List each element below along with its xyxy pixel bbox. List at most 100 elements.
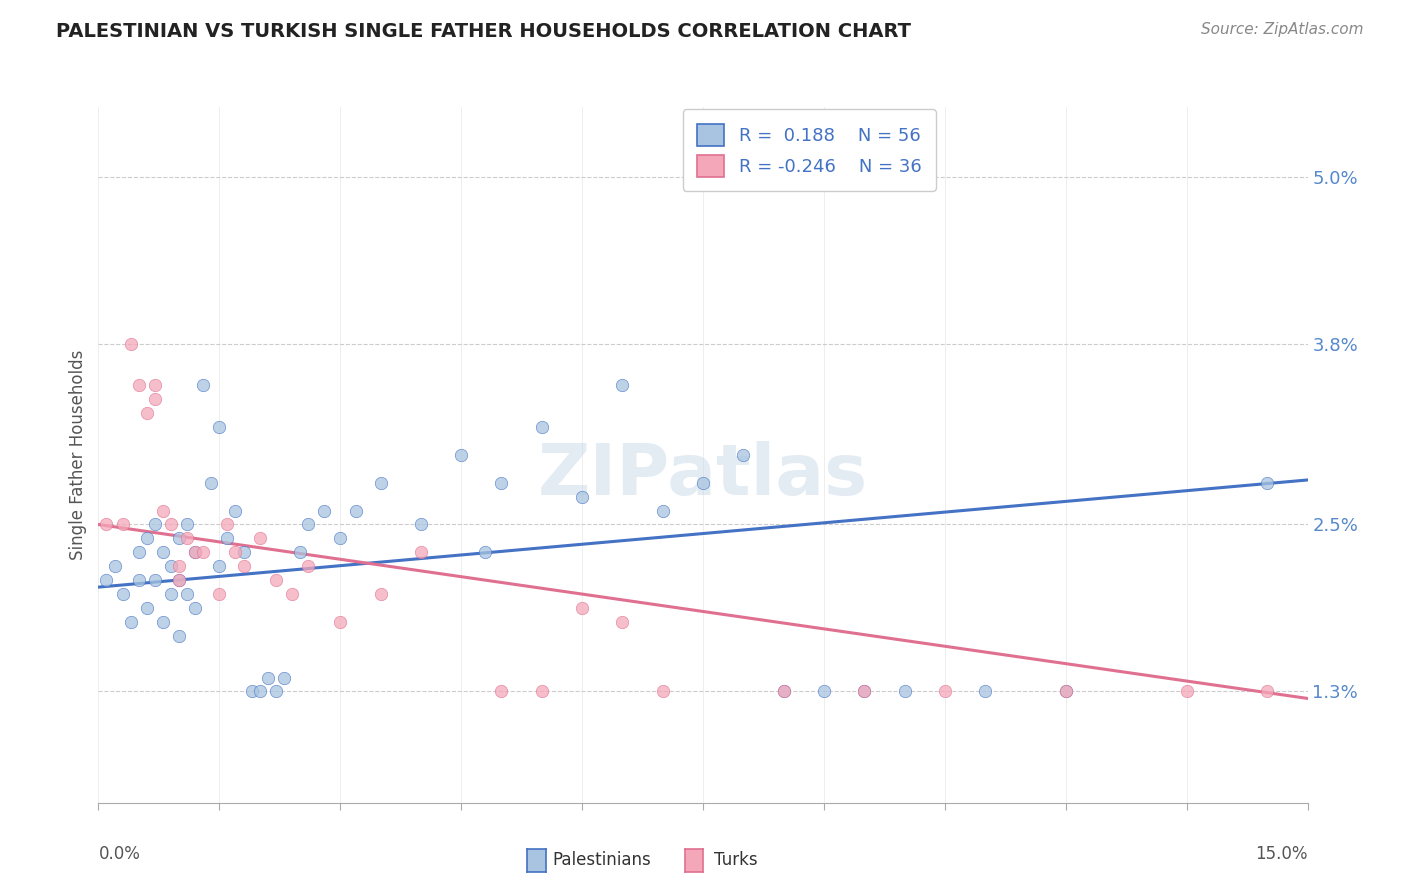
Point — [853, 684, 876, 698]
Text: Source: ZipAtlas.com: Source: ZipAtlas.com — [1201, 22, 1364, 37]
Point — [167, 532, 190, 546]
Point — [264, 684, 287, 698]
Point — [143, 517, 166, 532]
Point — [96, 517, 118, 532]
Text: Turks: Turks — [714, 851, 758, 869]
Point — [208, 587, 231, 601]
Point — [273, 671, 295, 685]
Y-axis label: Single Father Households: Single Father Households — [69, 350, 87, 560]
Point — [120, 615, 142, 629]
Point — [974, 684, 997, 698]
Point — [772, 684, 794, 698]
Point — [135, 601, 157, 615]
Point — [184, 601, 207, 615]
Point — [530, 420, 553, 434]
Point — [853, 684, 876, 698]
Point — [135, 406, 157, 420]
Point — [96, 573, 118, 587]
Point — [176, 517, 198, 532]
Point — [474, 545, 496, 559]
Point — [329, 615, 352, 629]
Point — [450, 448, 472, 462]
Point — [409, 517, 432, 532]
Legend: R =  0.188    N = 56, R = -0.246    N = 36: R = 0.188 N = 56, R = -0.246 N = 36 — [683, 109, 936, 191]
Point — [288, 545, 311, 559]
Point — [193, 378, 215, 392]
Point — [571, 490, 593, 504]
Point — [651, 684, 673, 698]
Point — [160, 587, 183, 601]
Point — [217, 532, 239, 546]
Point — [217, 517, 239, 532]
Point — [612, 615, 634, 629]
Point — [571, 601, 593, 615]
Point — [1054, 684, 1077, 698]
Point — [224, 503, 246, 517]
Point — [281, 587, 304, 601]
Point — [143, 378, 166, 392]
Point — [733, 448, 755, 462]
Text: 15.0%: 15.0% — [1256, 845, 1308, 863]
Point — [314, 503, 336, 517]
Point — [128, 378, 150, 392]
Point — [692, 475, 714, 490]
Point — [249, 684, 271, 698]
Point — [167, 559, 190, 574]
Point — [530, 684, 553, 698]
Point — [256, 671, 278, 685]
Point — [128, 545, 150, 559]
Point — [103, 559, 125, 574]
Point — [344, 503, 367, 517]
Point — [111, 517, 134, 532]
Point — [1054, 684, 1077, 698]
Point — [893, 684, 915, 698]
Point — [167, 573, 190, 587]
Point — [491, 684, 513, 698]
Point — [152, 615, 174, 629]
Point — [813, 684, 835, 698]
Point — [651, 503, 673, 517]
Point — [135, 532, 157, 546]
Point — [152, 503, 174, 517]
Point — [167, 573, 190, 587]
Point — [240, 684, 263, 698]
Point — [200, 475, 222, 490]
Text: Palestinians: Palestinians — [553, 851, 651, 869]
Point — [152, 545, 174, 559]
Point — [1256, 475, 1278, 490]
Point — [329, 532, 352, 546]
Point — [297, 559, 319, 574]
Point — [934, 684, 956, 698]
Point — [249, 532, 271, 546]
Point — [176, 532, 198, 546]
Point — [143, 392, 166, 407]
Point — [208, 420, 231, 434]
Point — [184, 545, 207, 559]
Point — [1256, 684, 1278, 698]
Text: ZIPatlas: ZIPatlas — [538, 442, 868, 510]
Point — [491, 475, 513, 490]
Point — [120, 336, 142, 351]
Point — [224, 545, 246, 559]
Point — [232, 559, 254, 574]
Point — [176, 587, 198, 601]
Point — [1175, 684, 1198, 698]
Point — [193, 545, 215, 559]
Point — [167, 629, 190, 643]
Point — [772, 684, 794, 698]
Point — [370, 587, 392, 601]
Point — [409, 545, 432, 559]
Text: 0.0%: 0.0% — [98, 845, 141, 863]
Point — [208, 559, 231, 574]
Point — [160, 517, 183, 532]
Point — [184, 545, 207, 559]
Point — [370, 475, 392, 490]
Point — [612, 378, 634, 392]
Text: PALESTINIAN VS TURKISH SINGLE FATHER HOUSEHOLDS CORRELATION CHART: PALESTINIAN VS TURKISH SINGLE FATHER HOU… — [56, 22, 911, 41]
Point — [111, 587, 134, 601]
Point — [143, 573, 166, 587]
Point — [160, 559, 183, 574]
Point — [297, 517, 319, 532]
Point — [232, 545, 254, 559]
Point — [128, 573, 150, 587]
